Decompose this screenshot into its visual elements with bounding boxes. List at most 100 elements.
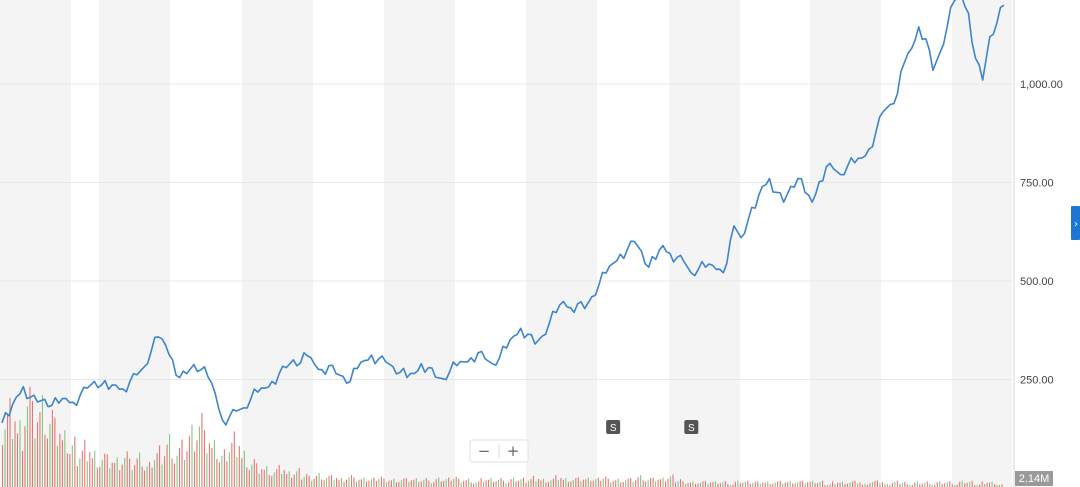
volume-bar (842, 481, 843, 487)
volume-bar (441, 481, 442, 487)
volume-bar (321, 480, 322, 487)
volume-bar (17, 433, 18, 487)
volume-bar (286, 474, 287, 487)
volume-bar (44, 435, 45, 487)
volume-bar (4, 430, 5, 487)
volume-bar (164, 456, 165, 487)
volume-bar (142, 466, 143, 487)
volume-bar (336, 478, 337, 487)
volume-bar (645, 481, 646, 487)
volume-bar (77, 466, 78, 487)
volume-bar (127, 451, 128, 487)
volume-bar (573, 480, 574, 487)
volume-bar (740, 483, 741, 487)
volume-bar (229, 452, 230, 487)
split-marker[interactable]: S (684, 420, 698, 434)
volume-bar (291, 478, 292, 487)
volume-bar (37, 422, 38, 487)
volume-bar (583, 480, 584, 487)
volume-bar (792, 484, 793, 487)
volume-bar (154, 460, 155, 487)
volume-bar (14, 421, 15, 487)
volume-bar (24, 426, 25, 487)
volume-bar (897, 481, 898, 487)
volume-bar (772, 484, 773, 487)
volume-bar (877, 481, 878, 487)
volume-bar (762, 483, 763, 487)
volume-bar (543, 479, 544, 487)
volume-bar (226, 462, 227, 487)
split-marker-label[interactable]: S (610, 423, 617, 434)
volume-bar (630, 478, 631, 487)
volume-bar (580, 481, 581, 487)
split-marker[interactable]: S (606, 420, 620, 434)
volume-bar (722, 482, 723, 487)
volume-bar (578, 478, 579, 487)
volume-bar (169, 434, 170, 487)
volume-bar (852, 481, 853, 487)
volume-bar (757, 481, 758, 487)
volume-bar (483, 482, 484, 487)
volume-bar (381, 477, 382, 487)
expand-panel-button[interactable]: › (1071, 206, 1080, 240)
volume-bar (221, 456, 222, 487)
volume-bar (199, 427, 200, 487)
volume-bar (114, 463, 115, 487)
volume-bar (107, 454, 108, 487)
volume-bar (869, 483, 870, 487)
volume-bar (797, 482, 798, 487)
volume-bar (186, 451, 187, 487)
y-tick-label: 750.00 (1020, 178, 1054, 190)
volume-bar (610, 483, 611, 487)
volume-bar (653, 478, 654, 487)
zoom-in-button[interactable]: + (500, 441, 527, 461)
volume-bar (396, 483, 397, 487)
volume-bar (64, 430, 65, 487)
volume-bar (448, 478, 449, 487)
volume-bar (593, 481, 594, 487)
volume-bar (660, 479, 661, 487)
volume-bar (785, 483, 786, 487)
volume-bar (99, 467, 100, 487)
volume-bar (525, 483, 526, 487)
volume-bar (545, 483, 546, 487)
volume-bar (672, 474, 673, 487)
volume-bar (832, 481, 833, 487)
volume-bar (181, 440, 182, 487)
volume-bar (518, 481, 519, 487)
volume-bar (299, 468, 300, 487)
split-marker-label[interactable]: S (688, 423, 695, 434)
volume-bar (620, 483, 621, 487)
volume-bar (463, 481, 464, 487)
volume-bar (239, 446, 240, 487)
volume-bar (34, 438, 35, 487)
volume-bar (324, 480, 325, 487)
volume-bar (558, 480, 559, 487)
zoom-in-icon[interactable]: + (507, 442, 520, 460)
volume-bar (137, 458, 138, 487)
volume-bar (964, 483, 965, 487)
zoom-out-icon[interactable]: − (478, 442, 491, 460)
volume-bar (416, 478, 417, 487)
volume-bar (69, 454, 70, 487)
volume-bar (466, 480, 467, 487)
volume-bar (904, 482, 905, 487)
y-tick-label: 1,000.00 (1020, 79, 1063, 91)
volume-bar (461, 483, 462, 487)
volume-bar (334, 480, 335, 487)
chevron-right-icon[interactable]: › (1074, 219, 1078, 230)
volume-bar (104, 454, 105, 487)
volume-bar (401, 480, 402, 487)
volume-bar (563, 480, 564, 487)
volume-bar (94, 451, 95, 487)
volume-bar (294, 475, 295, 487)
volume-bar (353, 478, 354, 487)
volume-bar (32, 401, 33, 487)
volume-bar (892, 483, 893, 487)
volume-bar (780, 481, 781, 487)
volume-bar (613, 481, 614, 487)
volume-bar (712, 482, 713, 487)
zoom-out-button[interactable]: − (471, 441, 498, 461)
volume-bar (847, 484, 848, 487)
